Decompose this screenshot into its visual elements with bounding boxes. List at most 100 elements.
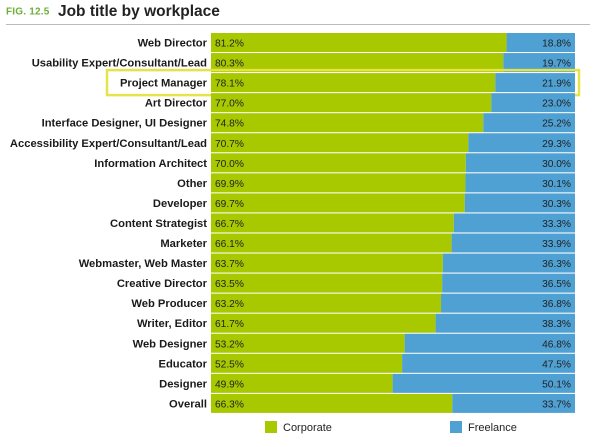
category-label: Accessibility Expert/Consultant/Lead [10, 138, 207, 150]
category-label: Web Designer [133, 338, 208, 350]
legend-swatch-freelance [450, 421, 462, 433]
legend-label-corporate: Corporate [283, 422, 332, 434]
value-label-corporate: 78.1% [215, 79, 244, 90]
value-label-freelance: 30.0% [542, 159, 571, 170]
category-label: Interface Designer, UI Designer [42, 118, 208, 130]
value-label-freelance: 36.3% [542, 259, 571, 270]
bar-freelance-educator [402, 353, 575, 373]
value-label-freelance: 30.3% [542, 199, 571, 210]
bar-freelance-webmaster-web-master [442, 253, 575, 273]
bar-corporate-writer-editor [211, 313, 436, 333]
category-label: Overall [169, 398, 207, 410]
category-label: Content Strategist [110, 218, 207, 230]
bar-corporate-content-strategist [211, 213, 454, 233]
value-label-freelance: 18.8% [542, 39, 571, 50]
bar-corporate-creative-director [211, 273, 443, 293]
value-label-freelance: 21.9% [542, 79, 571, 90]
bar-corporate-webmaster-web-master [211, 253, 443, 273]
category-label: Information Architect [94, 158, 207, 170]
value-label-corporate: 77.0% [215, 99, 244, 110]
value-label-freelance: 47.5% [542, 359, 571, 370]
bar-freelance-accessibility-expert-consultant-lead [468, 133, 575, 153]
value-label-freelance: 38.3% [542, 319, 571, 330]
bar-freelance-content-strategist [453, 213, 575, 233]
value-label-freelance: 30.1% [542, 179, 571, 190]
bar-corporate-information-architect [211, 153, 466, 173]
bar-freelance-writer-editor [435, 313, 575, 333]
bar-freelance-web-director [506, 33, 575, 52]
value-label-freelance: 36.8% [542, 299, 571, 310]
value-label-corporate: 70.0% [215, 159, 244, 170]
value-label-freelance: 36.5% [542, 279, 571, 290]
value-label-freelance: 46.8% [542, 339, 571, 350]
value-label-corporate: 63.2% [215, 299, 244, 310]
value-label-corporate: 61.7% [215, 319, 244, 330]
bar-corporate-web-director [211, 33, 507, 52]
bar-freelance-web-producer [441, 293, 575, 313]
value-label-corporate: 69.7% [215, 199, 244, 210]
bar-corporate-designer [211, 373, 393, 393]
category-label: Web Producer [131, 298, 207, 310]
bar-corporate-accessibility-expert-consultant-lead [211, 133, 469, 153]
figure-header: FIG. 12.5 Job title by workplace [6, 3, 220, 23]
bar-corporate-marketer [211, 233, 452, 253]
bar-corporate-usability-expert-consultant-lead [211, 53, 504, 73]
bar-freelance-art-director [491, 93, 575, 113]
value-label-freelance: 23.0% [542, 99, 571, 110]
value-label-freelance: 25.2% [542, 119, 571, 130]
value-label-corporate: 53.2% [215, 339, 244, 350]
category-label: Creative Director [117, 278, 208, 290]
bar-corporate-other [211, 173, 466, 193]
bar-corporate-project-manager [211, 73, 496, 93]
category-label: Project Manager [120, 78, 208, 90]
bar-freelance-creative-director [442, 273, 575, 293]
category-label: Other [177, 178, 207, 190]
category-label: Usability Expert/Consultant/Lead [32, 58, 207, 70]
bar-freelance-developer [464, 193, 575, 213]
title-divider [6, 24, 590, 25]
value-label-freelance: 33.3% [542, 219, 571, 230]
value-label-freelance: 33.9% [542, 239, 571, 250]
value-label-corporate: 63.5% [215, 279, 244, 290]
category-label: Art Director [145, 98, 208, 110]
bar-freelance-other [465, 173, 575, 193]
value-label-corporate: 80.3% [215, 59, 244, 70]
bar-freelance-interface-designer-ui-designer [483, 113, 575, 133]
value-label-corporate: 70.7% [215, 139, 244, 150]
bar-freelance-web-designer [404, 333, 575, 353]
value-label-corporate: 63.7% [215, 259, 244, 270]
bar-freelance-usability-expert-consultant-lead [503, 53, 575, 73]
value-label-freelance: 33.7% [542, 399, 571, 410]
bar-freelance-information-architect [465, 153, 575, 173]
category-label: Developer [153, 198, 208, 210]
value-label-corporate: 49.9% [215, 379, 244, 390]
chart-title: Job title by workplace [57, 3, 220, 20]
bar-corporate-web-producer [211, 293, 442, 313]
category-label: Marketer [160, 238, 207, 250]
value-label-freelance: 19.7% [542, 59, 571, 70]
value-label-corporate: 52.5% [215, 359, 244, 370]
value-label-corporate: 69.9% [215, 179, 244, 190]
legend-swatch-corporate [265, 421, 277, 433]
value-label-freelance: 50.1% [542, 379, 571, 390]
category-label: Designer [159, 378, 208, 390]
value-label-freelance: 29.3% [542, 139, 571, 150]
bar-freelance-overall [452, 393, 575, 413]
bar-corporate-art-director [211, 93, 492, 113]
bar-freelance-designer [392, 373, 575, 393]
value-label-corporate: 74.8% [215, 119, 244, 130]
value-label-corporate: 81.2% [215, 39, 244, 50]
category-label: Educator [159, 358, 208, 370]
value-label-corporate: 66.7% [215, 219, 244, 230]
bar-corporate-educator [211, 353, 403, 373]
legend-label-freelance: Freelance [468, 422, 517, 434]
figure-number: FIG. 12.5 [6, 6, 50, 18]
category-label: Web Director [138, 38, 208, 50]
bar-corporate-interface-designer-ui-designer [211, 113, 484, 133]
bar-corporate-developer [211, 193, 465, 213]
value-label-corporate: 66.1% [215, 239, 244, 250]
bar-freelance-marketer [451, 233, 575, 253]
category-label: Writer, Editor [137, 318, 208, 330]
